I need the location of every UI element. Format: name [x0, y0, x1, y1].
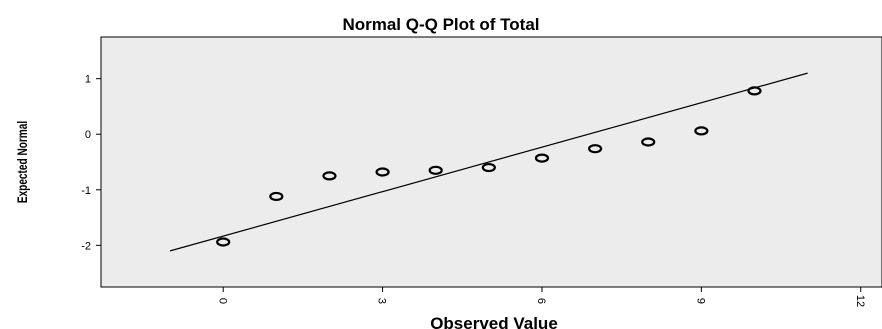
data-point: [694, 126, 709, 136]
y-tick-label: -1: [81, 185, 91, 197]
y-tick-label: 0: [85, 129, 91, 141]
data-point: [216, 237, 231, 247]
x-axis-label: Observed Value: [430, 314, 558, 329]
chart-title: Normal Q-Q Plot of Total: [342, 15, 539, 34]
y-tick-label: -2: [81, 240, 91, 252]
data-point: [534, 153, 550, 163]
y-axis: 1 0 -1 -2: [81, 74, 101, 252]
x-tick-label: 12: [854, 295, 866, 307]
y-tick-label: 1: [85, 74, 91, 86]
reference-line: [169, 72, 808, 252]
data-point: [428, 165, 443, 175]
x-tick-label: 0: [216, 298, 228, 304]
x-tick-label: 3: [376, 298, 388, 304]
data-point: [641, 137, 656, 147]
data-point: [481, 162, 496, 173]
x-tick-label: 6: [535, 298, 547, 304]
data-point: [322, 171, 337, 181]
data-point: [588, 144, 603, 154]
y-axis-label: Expected Normal: [14, 121, 30, 203]
data-point: [747, 86, 762, 96]
x-tick-label: 9: [695, 298, 707, 304]
x-axis: 0 3 6 9 12: [216, 287, 866, 307]
plot-area: [100, 36, 882, 288]
data-point: [375, 167, 390, 177]
data-points: [216, 86, 762, 247]
data-point: [269, 191, 284, 202]
